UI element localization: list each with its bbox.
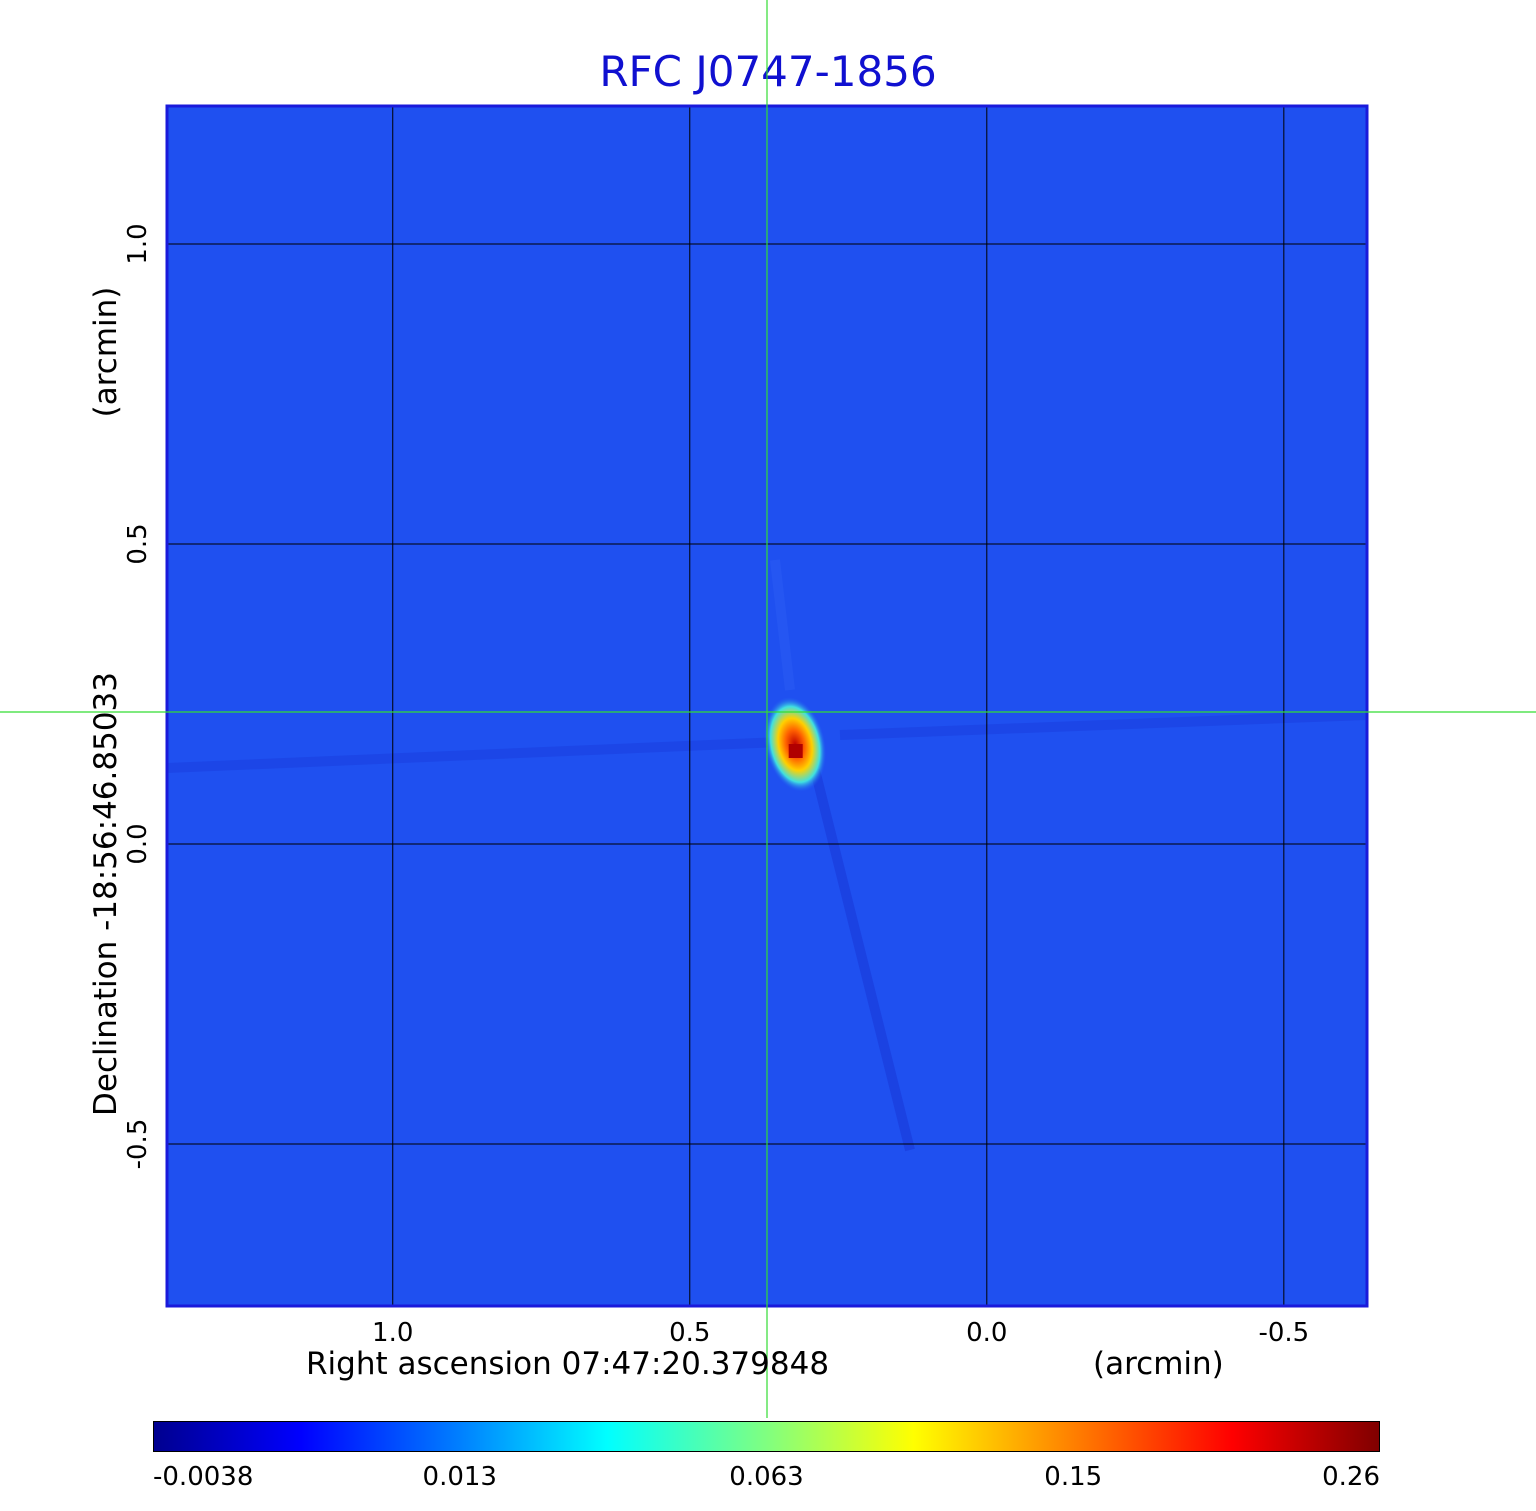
y-axis-label: Declination -18:56:46.85033 <box>88 672 124 1116</box>
source-peak <box>788 744 803 758</box>
source-blob <box>764 697 827 792</box>
y-tick-label: 0.5 <box>123 523 153 565</box>
y-tick-label: 0.0 <box>123 823 153 865</box>
colorbar-tick-label: 0.26 <box>1322 1462 1380 1492</box>
x-tick-label: 0.5 <box>669 1318 711 1348</box>
y-tick-label: 1.0 <box>123 223 153 265</box>
colorbar-tick-label: 0.063 <box>729 1462 804 1492</box>
sidelobe-structure <box>166 559 1368 1152</box>
colorbar-tick-label: -0.0038 <box>153 1462 254 1492</box>
x-axis-label: Right ascension 07:47:20.379848 <box>306 1346 830 1382</box>
colorbar-tick-label: 0.15 <box>1044 1462 1103 1492</box>
y-tick-label: -0.5 <box>123 1118 153 1170</box>
crosshair <box>0 0 1536 1418</box>
y-axis-unit: (arcmin) <box>88 286 124 418</box>
grid-lines <box>167 106 1367 1306</box>
x-tick-label: 0.0 <box>966 1318 1008 1348</box>
x-axis-unit: (arcmin) <box>1093 1346 1224 1382</box>
x-tick-label: -0.5 <box>1258 1318 1310 1348</box>
x-tick-label: 1.0 <box>372 1318 414 1348</box>
colorbar <box>153 1421 1380 1452</box>
colorbar-tick-label: 0.013 <box>422 1462 497 1492</box>
chart-title: RFC J0747-1856 <box>599 47 937 96</box>
